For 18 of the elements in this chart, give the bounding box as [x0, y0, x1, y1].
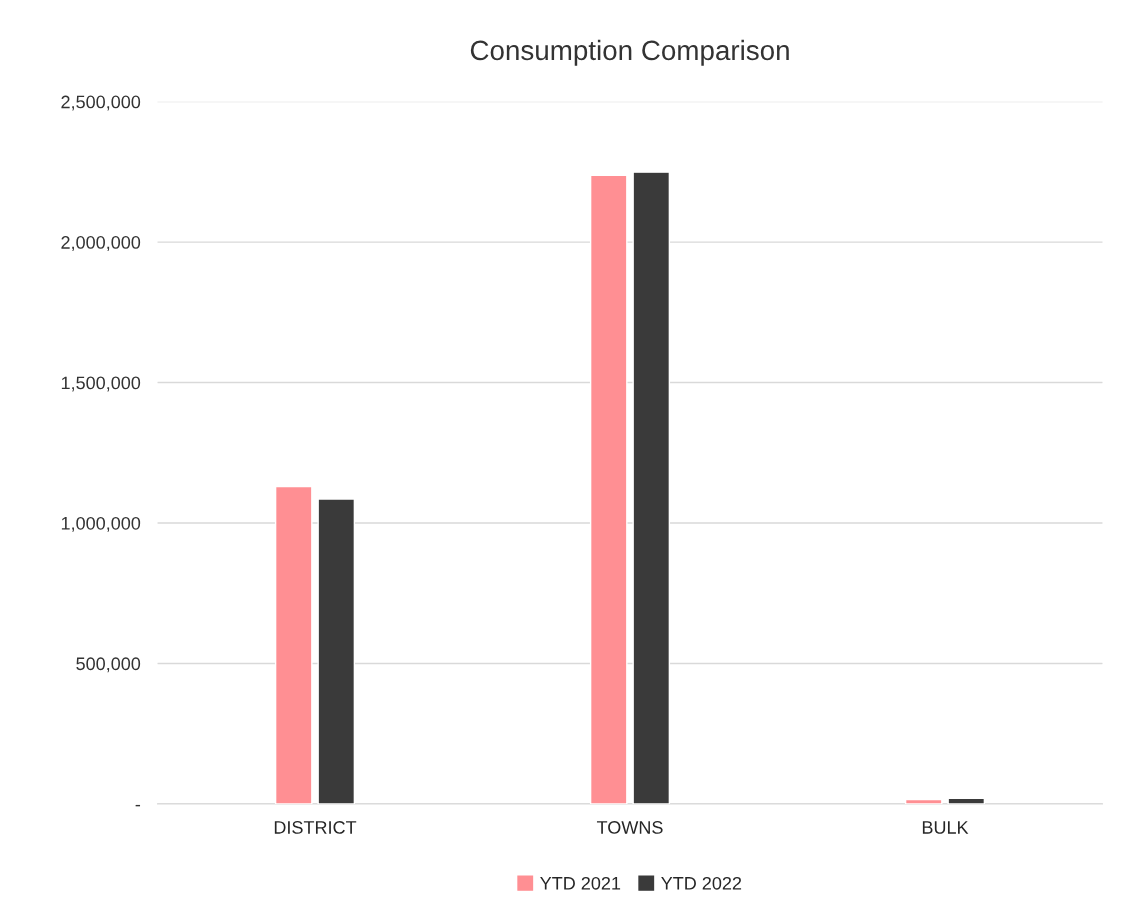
x-tick-label: DISTRICT — [274, 821, 357, 834]
chart-title: Consumption Comparison — [470, 39, 789, 66]
y-tick-label: 2,000,000 — [61, 236, 141, 251]
x-tick-label: TOWNS — [596, 821, 663, 834]
legend-label: YTD 2022 — [661, 876, 742, 890]
bar — [904, 798, 943, 804]
legend-label: YTD 2021 — [540, 876, 621, 890]
bar — [317, 498, 356, 804]
y-tick-label: 1,000,000 — [61, 516, 141, 532]
bar — [274, 485, 313, 804]
y-tick-label: 2,500,000 — [61, 95, 141, 111]
y-tick-label: 1,500,000 — [61, 376, 141, 392]
y-tick-label: - — [135, 804, 141, 807]
bar — [589, 174, 628, 804]
y-tick-label: 500,000 — [76, 657, 141, 673]
bar — [632, 171, 671, 804]
x-tick-label: BULK — [922, 821, 969, 834]
bar — [947, 797, 986, 804]
